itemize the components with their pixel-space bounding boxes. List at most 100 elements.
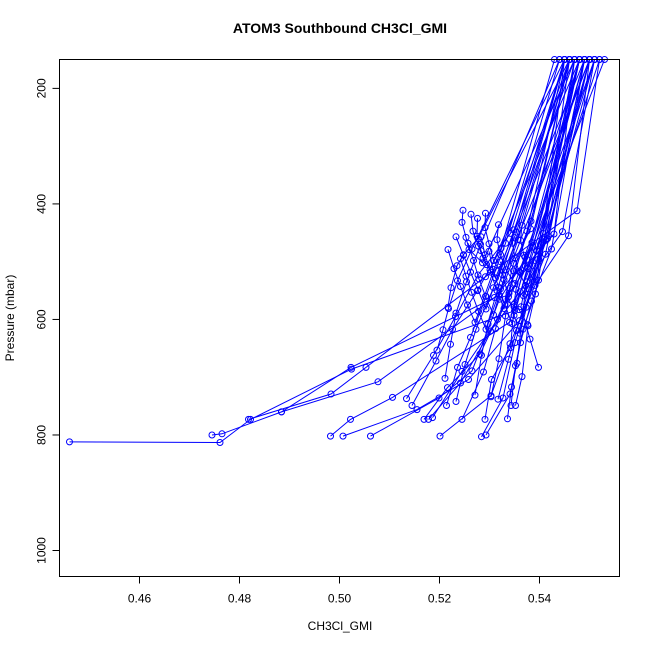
data-point: [347, 415, 354, 423]
data-point: [499, 394, 507, 402]
data-point: [454, 363, 461, 371]
data-point: [420, 415, 428, 423]
data-point: [447, 284, 455, 292]
data-point: [535, 276, 542, 284]
data-point: [527, 217, 535, 225]
data-point: [208, 431, 216, 439]
data-point: [518, 221, 526, 229]
data-point: [474, 271, 482, 279]
data-point: [502, 239, 509, 247]
data-point: [467, 333, 474, 341]
data-point: [429, 414, 436, 422]
data-point: [492, 274, 499, 282]
data-point: [537, 240, 544, 248]
data-point: [470, 257, 477, 264]
data-point: [521, 253, 529, 261]
data-point: [516, 329, 524, 337]
data-point: [506, 340, 514, 348]
data-point: [458, 415, 466, 423]
data-point: [473, 232, 481, 240]
data-point: [247, 415, 254, 423]
data-point: [464, 239, 472, 247]
data-point: [278, 408, 285, 416]
data-point: [471, 391, 479, 399]
data-point: [462, 272, 470, 280]
data-point: [435, 394, 443, 402]
data-point: [362, 363, 370, 371]
data-point: [491, 294, 498, 301]
data-point: [512, 402, 519, 409]
data-point: [497, 251, 504, 259]
data-point: [508, 320, 516, 327]
data-point: [482, 292, 489, 300]
y-tick-label: 200: [35, 78, 49, 98]
data-point: [478, 351, 485, 359]
data-point: [524, 321, 531, 329]
data-point: [495, 221, 502, 229]
data-point: [444, 246, 452, 253]
data-point: [444, 384, 451, 392]
data-point: [459, 206, 467, 214]
data-point: [534, 255, 542, 263]
data-point: [506, 390, 514, 398]
profile-line: [510, 59, 565, 406]
data-point: [425, 415, 432, 423]
profile-line: [411, 59, 555, 406]
y-tick-label: 800: [35, 425, 49, 445]
data-point: [468, 367, 476, 375]
data-point: [512, 285, 520, 293]
y-tick-label: 400: [35, 194, 49, 214]
x-axis-label: CH3Cl_GMI: [308, 619, 373, 633]
data-point: [479, 254, 487, 262]
data-point: [245, 415, 252, 423]
profile-line: [423, 59, 585, 420]
data-point: [444, 303, 452, 311]
data-point: [467, 210, 475, 218]
plot-frame: [59, 59, 620, 577]
data-point: [452, 233, 460, 241]
data-point: [452, 309, 460, 317]
data-point: [505, 355, 512, 363]
data-point: [452, 313, 459, 321]
data-point: [522, 303, 530, 311]
data-point: [467, 268, 474, 276]
data-point: [474, 286, 482, 294]
data-point: [482, 305, 490, 313]
data-point: [468, 288, 475, 296]
data-point: [497, 285, 504, 293]
data-point: [528, 239, 536, 247]
data-point: [510, 311, 518, 319]
data-point: [449, 325, 456, 333]
y-axis: 200 400 600 800 1000: [35, 78, 60, 564]
y-axis-label: Pressure (mbar): [3, 275, 17, 362]
data-point: [510, 300, 518, 308]
data-point: [450, 265, 458, 273]
profile-line: [484, 59, 580, 420]
data-point: [499, 271, 506, 279]
data-point: [517, 339, 524, 347]
data-point: [433, 346, 441, 354]
profile-lines: [69, 59, 605, 444]
x-tick-label: 0.50: [328, 592, 352, 606]
data-point: [218, 430, 226, 438]
data-point: [216, 439, 224, 446]
data-point: [573, 207, 581, 215]
data-point: [535, 363, 542, 371]
profile-line: [436, 59, 565, 351]
data-point: [508, 383, 515, 391]
data-point: [447, 340, 454, 348]
data-point: [497, 258, 504, 266]
data-point: [490, 311, 497, 319]
data-point: [430, 351, 437, 359]
data-point: [517, 236, 524, 244]
data-point: [482, 431, 490, 439]
data-point: [530, 277, 538, 285]
chart-title: ATOM3 Southbound CH3Cl_GMI: [233, 20, 447, 36]
data-point: [533, 247, 540, 255]
data-point: [510, 303, 518, 311]
data-point: [474, 214, 481, 222]
data-point: [510, 226, 517, 234]
data-point: [500, 305, 508, 312]
data-point: [403, 395, 410, 403]
profile-line: [461, 59, 570, 420]
